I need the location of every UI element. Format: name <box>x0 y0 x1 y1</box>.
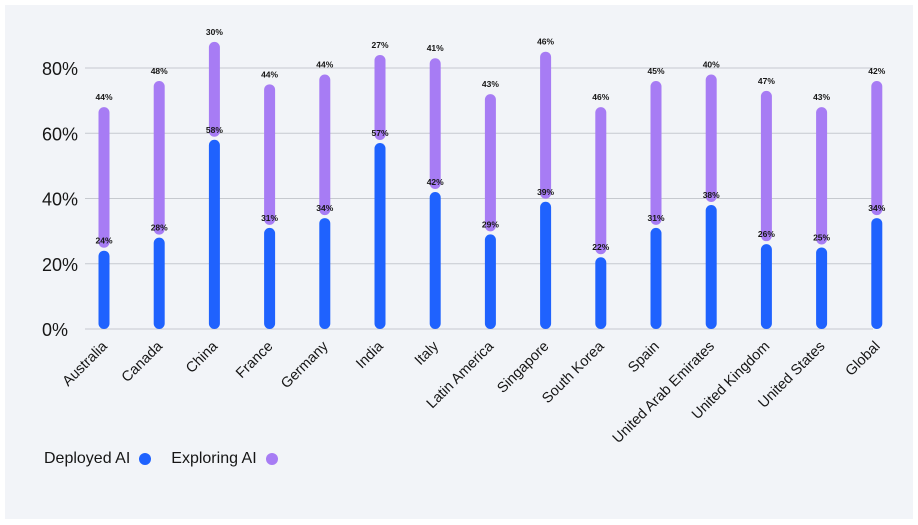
deployed-data-label: 28% <box>151 223 168 233</box>
deployed-data-label: 38% <box>703 190 720 200</box>
exploring-data-label: 46% <box>537 37 554 47</box>
exploring-data-label: 44% <box>261 69 278 79</box>
legend-item-deployed: Deployed AI <box>44 450 152 468</box>
deployed-bar <box>264 227 276 329</box>
deployed-data-label: 57% <box>371 128 388 138</box>
y-tick-label: 80% <box>42 59 78 79</box>
deployed-bar <box>319 218 331 329</box>
x-tick-label: India <box>353 338 387 372</box>
x-tick-label: China <box>183 338 222 377</box>
deployed-data-label: 31% <box>647 213 664 223</box>
x-tick-label: United Arab Emirates <box>610 339 718 447</box>
legend-label-deployed: Deployed AI <box>44 450 131 467</box>
deployed-data-label: 34% <box>868 203 885 213</box>
deployed-data-label: 42% <box>427 177 444 187</box>
deployed-data-label: 31% <box>261 213 278 223</box>
deployed-data-label: 22% <box>592 242 609 252</box>
x-tick-label: Germany <box>278 338 332 392</box>
exploring-bar <box>374 54 386 141</box>
y-tick-label: 40% <box>42 190 78 210</box>
deployed-bar <box>595 257 607 329</box>
exploring-bar <box>208 41 220 137</box>
deployed-bar <box>429 191 441 329</box>
legend-label-exploring: Exploring AI <box>171 450 257 467</box>
exploring-data-label: 46% <box>592 92 609 102</box>
exploring-bar <box>816 107 828 245</box>
exploring-data-label: 44% <box>316 60 333 70</box>
deployed-bar <box>540 201 552 329</box>
x-tick-label: Singapore <box>494 339 552 397</box>
exploring-data-label: 47% <box>758 76 775 86</box>
deployed-bar <box>816 247 828 329</box>
exploring-bar <box>595 107 607 255</box>
exploring-data-label: 41% <box>427 43 444 53</box>
x-tick-label: Italy <box>412 338 443 369</box>
y-tick-label: 0% <box>42 320 68 340</box>
exploring-data-label: 27% <box>371 40 388 50</box>
x-tick-label: Australia <box>60 338 112 390</box>
exploring-bar <box>540 51 552 199</box>
y-tick-label: 60% <box>42 124 78 144</box>
exploring-bar <box>484 94 496 232</box>
deployed-bar <box>760 244 772 329</box>
deployed-bar <box>484 234 496 329</box>
deployed-data-label: 29% <box>482 219 499 229</box>
exploring-data-label: 40% <box>703 60 720 70</box>
legend-item-exploring: Exploring AI <box>171 450 278 468</box>
deployed-bar <box>871 218 883 329</box>
exploring-bar <box>705 74 717 203</box>
deployed-data-label: 39% <box>537 187 554 197</box>
y-tick-label: 20% <box>42 255 78 275</box>
exploring-data-label: 45% <box>647 66 664 76</box>
deployed-bar <box>153 237 165 329</box>
exploring-bar <box>264 84 276 225</box>
exploring-data-label: 30% <box>206 27 223 37</box>
deployed-data-label: 58% <box>206 125 223 135</box>
exploring-data-label: 42% <box>868 66 885 76</box>
exploring-data-label: 43% <box>482 79 499 89</box>
exploring-bar <box>153 81 165 235</box>
chart-legend: Deployed AI Exploring AI <box>44 450 298 468</box>
deployed-data-label: 26% <box>758 229 775 239</box>
exploring-bar <box>319 74 331 216</box>
legend-dot-deployed <box>139 453 152 465</box>
exploring-data-label: 48% <box>151 66 168 76</box>
exploring-bar <box>429 58 441 189</box>
exploring-bar <box>650 81 662 225</box>
deployed-bar <box>208 139 220 329</box>
deployed-data-label: 25% <box>813 232 830 242</box>
x-tick-label: Canada <box>119 338 167 386</box>
deployed-data-label: 24% <box>95 236 112 246</box>
exploring-data-label: 43% <box>813 92 830 102</box>
x-tick-label: Global <box>843 339 884 380</box>
exploring-bar <box>760 90 772 242</box>
deployed-bar <box>374 143 386 329</box>
deployed-data-label: 34% <box>316 203 333 213</box>
exploring-data-label: 44% <box>95 92 112 102</box>
deployed-bar <box>705 205 717 329</box>
deployed-bar <box>98 250 110 329</box>
exploring-bar <box>98 107 110 248</box>
deployed-bar <box>650 227 662 329</box>
exploring-bar <box>871 81 883 216</box>
x-tick-label: Spain <box>625 339 663 377</box>
legend-dot-exploring <box>265 453 278 465</box>
x-tick-label: France <box>233 339 276 382</box>
